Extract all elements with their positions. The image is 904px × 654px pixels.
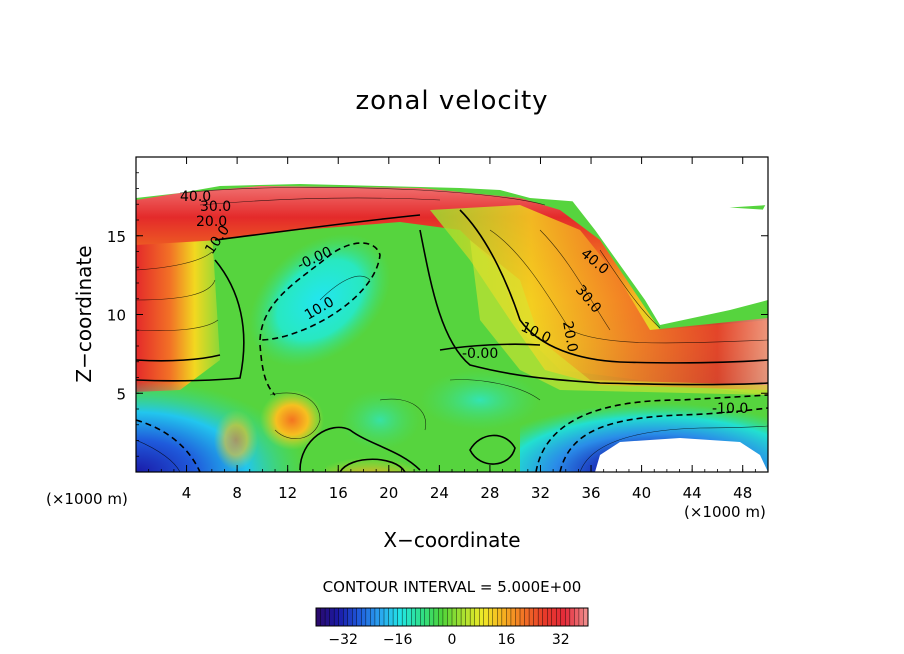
colorbar-cell: [574, 607, 580, 627]
colorbar-frame: [315, 607, 589, 627]
colorbar-cell: [547, 607, 553, 627]
colorbar-cell: [465, 607, 471, 627]
colorbar: [315, 607, 589, 627]
x-tick-label: 48: [733, 484, 752, 502]
contour-label: 20.0: [196, 214, 227, 230]
x-tick-label: 36: [581, 484, 600, 502]
colorbar-tick-label: 16: [497, 632, 515, 648]
colorbar-cell: [460, 607, 467, 627]
colorbar-cell: [352, 607, 358, 627]
colorbar-cell: [438, 607, 444, 627]
chart-title: zonal velocity: [355, 86, 549, 116]
x-tick-label: 32: [531, 484, 550, 502]
colorbar-cell: [528, 607, 535, 627]
colorbar-cell: [447, 607, 453, 627]
colorbar-ticks: −32 −16 0 16 32: [328, 632, 569, 648]
colorbar-cell: [333, 607, 340, 627]
colorbar-cell: [324, 607, 331, 627]
colorbar-cell: [560, 607, 566, 627]
colorbar-cell: [420, 607, 426, 627]
colorbar-cell: [497, 607, 503, 627]
colorbar-cell: [379, 607, 385, 627]
colorbar-cell: [315, 607, 322, 627]
colorbar-tick-label: 0: [448, 632, 457, 648]
colorbar-tick-label: 32: [552, 632, 570, 648]
colorbar-cell: [329, 607, 335, 627]
colorbar-cell: [483, 607, 489, 627]
colorbar-cell: [578, 607, 584, 627]
x-axis-label: X−coordinate: [383, 528, 521, 552]
colorbar-cell: [515, 607, 521, 627]
colorbar-cell: [469, 607, 476, 627]
colorbar-cell: [370, 607, 376, 627]
colorbar-cell: [424, 607, 430, 627]
y-tick-label: 15: [107, 228, 126, 246]
contour-label: 40.0: [180, 189, 211, 205]
colorbar-cell: [320, 607, 326, 627]
colorbar-cell: [361, 607, 367, 627]
colorbar-tick-label: −16: [383, 632, 413, 648]
colorbar-cell: [392, 607, 399, 627]
colorbar-cell: [488, 607, 494, 627]
colorbar-cell: [411, 607, 417, 627]
colorbar-cell: [533, 607, 539, 627]
contour-label: -0.00: [462, 346, 498, 362]
x-tick-label: 4: [182, 484, 192, 502]
x-tick-label: 28: [480, 484, 499, 502]
colorbar-cell: [429, 607, 435, 627]
x-unit-left: (×1000 m): [46, 490, 128, 508]
contour-field: [136, 157, 768, 472]
colorbar-cell: [474, 607, 480, 627]
colorbar-cell: [565, 607, 571, 627]
colorbar-cell: [347, 607, 353, 627]
colorbar-cell: [519, 607, 526, 627]
x-axis: 4 8 12 16 20 24 28 32 36 40 44 48: [148, 157, 756, 502]
x-tick-label: 8: [232, 484, 242, 502]
x-tick-label: 20: [379, 484, 398, 502]
colorbar-cell: [479, 607, 485, 627]
colorbar-cell: [506, 607, 512, 627]
colorbar-cell: [542, 607, 548, 627]
colorbar-cell: [433, 607, 439, 627]
y-tick-label: 5: [116, 385, 126, 403]
colorbar-cell: [456, 607, 462, 627]
colorbar-cell: [401, 607, 408, 627]
colorbar-cell: [406, 607, 412, 627]
x-tick-label: 40: [632, 484, 651, 502]
colorbar-cell: [343, 607, 349, 627]
contour-label: 30.0: [200, 199, 231, 215]
colorbar-cell: [365, 607, 371, 627]
x-tick-label: 16: [329, 484, 348, 502]
x-tick-label: 12: [278, 484, 297, 502]
y-axis: 5 10 15: [107, 172, 768, 457]
colorbar-cell: [451, 607, 458, 627]
colorbar-cell: [374, 607, 380, 627]
y-tick-label: 10: [107, 307, 126, 325]
colorbar-cell: [383, 607, 390, 627]
colorbar-cell: [556, 607, 562, 627]
colorbar-cell: [388, 607, 394, 627]
colorbar-cell: [501, 607, 507, 627]
colorbar-cell: [442, 607, 448, 627]
colorbar-cell: [551, 607, 557, 627]
colorbar-cell: [569, 607, 575, 627]
x-tick-label: 44: [683, 484, 702, 502]
colorbar-cell: [537, 607, 544, 627]
colorbar-cell: [415, 607, 421, 627]
colorbar-cell: [510, 607, 516, 627]
x-tick-label: 24: [430, 484, 449, 502]
colorbar-cell: [356, 607, 362, 627]
colorbar-cell: [397, 607, 403, 627]
contour-interval-text: CONTOUR INTERVAL = 5.000E+00: [322, 578, 582, 596]
colorbar-tick-label: −32: [328, 632, 358, 648]
x-unit-right: (×1000 m): [684, 503, 766, 521]
colorbar-cell: [338, 607, 344, 627]
colorbar-cell: [492, 607, 498, 627]
colorbar-cell: [524, 607, 530, 627]
contour-label: 20.0: [559, 320, 580, 353]
contour-label: -10.0: [712, 401, 748, 417]
